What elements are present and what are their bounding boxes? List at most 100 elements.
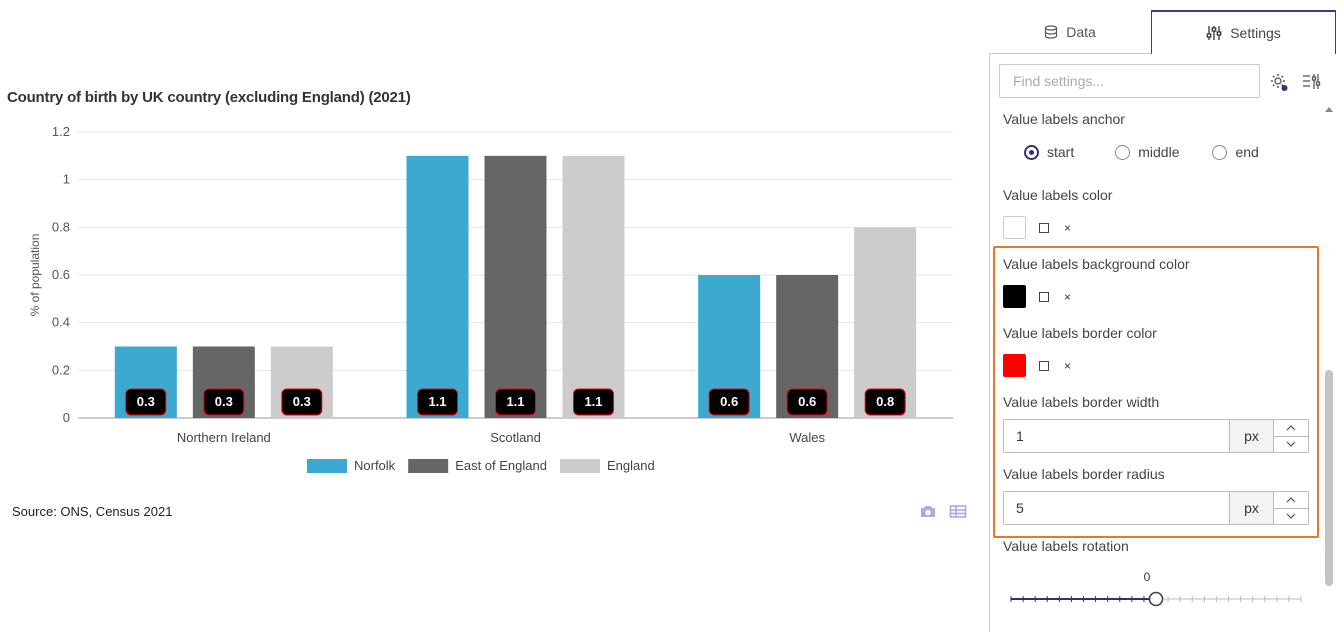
value-label-box xyxy=(495,388,536,416)
gear-icon[interactable] xyxy=(1269,72,1289,92)
chart-source: Source: ONS, Census 2021 xyxy=(12,504,173,519)
rotation-value: 0 xyxy=(1143,570,1151,584)
value-label-box xyxy=(864,388,906,416)
border-radius-field: px xyxy=(1003,491,1309,525)
value-label: 0.3 xyxy=(215,394,233,409)
database-icon xyxy=(1045,24,1058,39)
anchor-label: Value labels anchor xyxy=(1003,111,1125,127)
value-label-box xyxy=(203,388,245,416)
chevron-up-icon xyxy=(1286,424,1296,431)
scrollbar[interactable] xyxy=(1323,104,1333,632)
bg-color-label: Value labels background color xyxy=(1003,256,1190,272)
settings-list-icon[interactable] xyxy=(1301,72,1321,92)
border-radius-stepper xyxy=(1273,492,1308,524)
x-tick-label: Northern Ireland xyxy=(177,430,271,445)
value-label: 0.3 xyxy=(293,394,311,409)
chevron-down-icon xyxy=(1286,513,1296,520)
border-width-label: Value labels border width xyxy=(1003,394,1160,410)
value-label: 1.1 xyxy=(428,394,446,409)
bar xyxy=(562,155,625,419)
border-color-label: Value labels border color xyxy=(1003,325,1157,341)
border-color-swatch[interactable] xyxy=(1003,354,1026,377)
camera-icon[interactable] xyxy=(919,503,937,519)
x-tick-label: Scotland xyxy=(490,430,541,445)
radio-start-label: start xyxy=(1047,144,1075,160)
y-tick-label: 0.6 xyxy=(52,267,70,282)
settings-panel: Data Settings Value labels anchor xyxy=(989,0,1344,632)
radio-end-label: end xyxy=(1235,144,1259,160)
border-radius-input[interactable] xyxy=(1004,492,1229,524)
y-tick-label: 1.2 xyxy=(52,124,70,139)
value-label: 0.3 xyxy=(137,394,155,409)
chevron-up-icon xyxy=(1286,496,1296,503)
border-color-clear[interactable]: × xyxy=(1064,359,1072,373)
anchor-option-middle[interactable]: middle xyxy=(1115,144,1179,160)
border-radius-increment[interactable] xyxy=(1274,492,1308,508)
value-label-box xyxy=(125,388,167,416)
bar xyxy=(406,155,469,419)
label-color-swatch[interactable] xyxy=(1003,216,1026,239)
border-radius-unit: px xyxy=(1229,492,1273,524)
legend-swatch xyxy=(307,459,347,473)
radio-end[interactable] xyxy=(1212,144,1228,160)
scroll-up-icon[interactable] xyxy=(1324,104,1334,114)
border-color-transparent-toggle[interactable] xyxy=(1039,361,1049,371)
x-tick-label: Wales xyxy=(789,430,825,445)
y-tick-label: 0.4 xyxy=(52,315,70,330)
border-width-input[interactable] xyxy=(1004,420,1229,452)
chart-area: Country of birth by UK country (excludin… xyxy=(7,89,967,519)
value-label-box xyxy=(417,388,458,416)
anchor-option-start[interactable]: start xyxy=(1024,144,1074,160)
value-label-box xyxy=(786,388,828,416)
legend-swatch xyxy=(408,459,449,473)
y-tick-label: 1 xyxy=(63,172,70,187)
border-width-field: px xyxy=(1003,419,1309,453)
border-width-stepper xyxy=(1273,420,1308,452)
anchor-option-end[interactable]: end xyxy=(1212,144,1259,160)
rotation-slider[interactable] xyxy=(1008,590,1304,608)
y-tick-label: 0.8 xyxy=(52,219,70,234)
legend-label: Norfolk xyxy=(354,458,396,473)
value-label: 0.8 xyxy=(876,394,894,409)
table-icon[interactable] xyxy=(949,503,967,519)
scrollbar-thumb[interactable] xyxy=(1325,370,1333,586)
bg-color-transparent-toggle[interactable] xyxy=(1039,292,1049,302)
value-label-box xyxy=(708,388,750,416)
tab-settings[interactable]: Settings xyxy=(1151,10,1336,54)
label-color-transparent-toggle[interactable] xyxy=(1039,223,1049,233)
tab-data[interactable]: Data xyxy=(989,10,1151,54)
value-label-box xyxy=(281,388,323,416)
border-width-decrement[interactable] xyxy=(1274,435,1308,453)
radio-middle[interactable] xyxy=(1115,144,1131,160)
highlight-box xyxy=(993,246,1319,538)
bar xyxy=(854,227,917,418)
anchor-radio-group: start middle end xyxy=(1024,144,1292,160)
border-width-unit: px xyxy=(1229,420,1273,452)
y-tick-label: 0 xyxy=(63,410,70,425)
bg-color-clear[interactable]: × xyxy=(1064,290,1072,304)
value-label: 1.1 xyxy=(584,394,602,409)
chevron-down-icon xyxy=(1286,441,1296,448)
value-label: 1.1 xyxy=(506,394,524,409)
y-axis-title: % of population xyxy=(28,234,42,317)
value-label: 0.6 xyxy=(720,394,738,409)
tab-data-label: Data xyxy=(1066,23,1096,40)
slider-thumb[interactable] xyxy=(1148,591,1164,607)
label-color-clear[interactable]: × xyxy=(1064,221,1072,235)
value-label: 0.6 xyxy=(798,394,816,409)
bg-color-swatch[interactable] xyxy=(1003,285,1026,308)
y-tick-label: 0.2 xyxy=(52,362,70,377)
rotation-label: Value labels rotation xyxy=(1003,538,1129,554)
chart-title: Country of birth by UK country (excludin… xyxy=(7,89,411,106)
settings-search-input[interactable] xyxy=(999,64,1260,98)
border-radius-label: Value labels border radius xyxy=(1003,466,1165,482)
legend-label: England xyxy=(607,458,655,473)
settings-body: Value labels anchor start middle end Val… xyxy=(989,54,1336,632)
radio-start[interactable] xyxy=(1024,144,1039,160)
border-radius-decrement[interactable] xyxy=(1274,507,1308,525)
sliders-icon xyxy=(1206,26,1222,40)
tab-settings-label: Settings xyxy=(1230,25,1281,41)
border-width-increment[interactable] xyxy=(1274,420,1308,436)
bar xyxy=(484,155,547,419)
label-color-label: Value labels color xyxy=(1003,187,1113,203)
